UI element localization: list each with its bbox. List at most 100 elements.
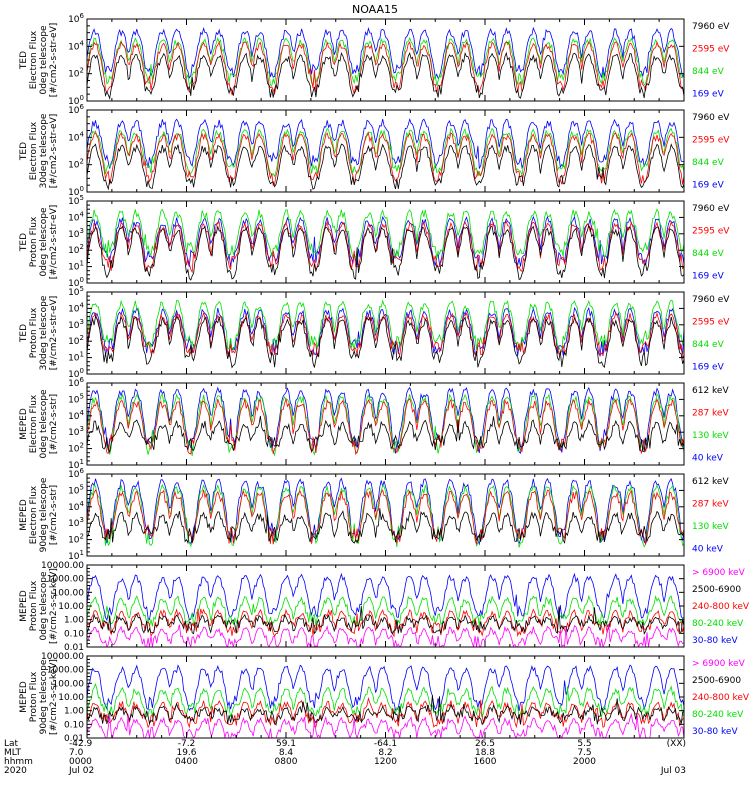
- y-tick-label: 1000.00: [47, 575, 84, 585]
- footer-row-label: 2020: [4, 766, 27, 776]
- footer-value: 0800: [275, 757, 298, 767]
- y-tick-label: 100.00: [53, 679, 85, 689]
- panel-3-traces: [87, 208, 684, 281]
- footer-row-label: MLT: [4, 748, 22, 758]
- legend-entry: 240-800 keV: [692, 602, 750, 612]
- panel-2-traces: [87, 117, 684, 191]
- series-trace-black: [87, 508, 684, 545]
- y-tick-label: 10000.00: [41, 652, 84, 662]
- legend-entry: 7960 eV: [692, 295, 730, 305]
- panel-frame: [86, 564, 685, 648]
- legend-entry: 169 eV: [692, 363, 725, 373]
- series-trace-blue: [87, 26, 684, 79]
- series-trace-magenta: [87, 712, 684, 738]
- y-tick-label: 104: [68, 130, 84, 143]
- series-trace-black: [87, 695, 684, 726]
- series-trace-red: [87, 220, 684, 274]
- y-tick-label: 102: [68, 67, 84, 80]
- series-trace-green: [87, 392, 684, 457]
- panel-4-traces: [87, 299, 684, 369]
- y-tick-label: 1.00: [64, 707, 84, 717]
- y-tick-label: 102: [68, 243, 84, 256]
- legend-entry: > 6900 keV: [692, 659, 746, 669]
- y-tick-label: 102: [68, 158, 84, 171]
- legend-entry: 169 eV: [692, 272, 725, 282]
- legend-entry: 2595 eV: [692, 136, 730, 146]
- series-trace-black: [87, 143, 684, 191]
- y-tick-label: 104: [68, 500, 84, 513]
- footer-value: 0000: [69, 757, 92, 767]
- legend-entry: 2500-6900: [692, 585, 741, 595]
- panel-frame: [86, 655, 685, 739]
- legend-entry: 2595 eV: [692, 318, 730, 328]
- y-tick-label: 100.00: [53, 588, 85, 598]
- y-tick-label: 104: [68, 39, 84, 52]
- legend-entry: 612 keV: [692, 477, 729, 487]
- footer-value: 7.5: [577, 748, 591, 758]
- series-trace-red: [87, 397, 684, 456]
- y-tick-label: 0.01: [64, 643, 84, 653]
- series-trace-black: [87, 224, 684, 281]
- y-tick-label: 0.01: [64, 734, 84, 744]
- y-tick-label: 106: [68, 103, 84, 116]
- y-axis-label: TEDElectron Flux30deg telescope[#/cm2-s-…: [19, 113, 59, 188]
- panels-group: 100 102 104 106 TEDElectron Flux0deg telesco…: [19, 12, 750, 744]
- legend-entry: 844 eV: [692, 249, 725, 259]
- series-trace-green: [87, 36, 684, 87]
- y-axis-label: MEPEDProton Flux90deg telescope[#/cm2-s-…: [19, 659, 59, 735]
- footer-value: Jul 02: [68, 766, 94, 776]
- legend-entry: 844 eV: [692, 158, 725, 168]
- legend-entry: 130 keV: [692, 431, 729, 441]
- legend-entry: 80-240 keV: [692, 710, 744, 720]
- footer-value: 19.6: [176, 748, 196, 758]
- y-tick-label: 105: [68, 483, 84, 496]
- y-tick-label: 106: [68, 467, 84, 480]
- series-trace-green: [87, 208, 684, 260]
- footer-value: 59.1: [276, 739, 296, 749]
- series-trace-red: [87, 40, 684, 96]
- panel-6: 101 102 103 104 105 106 MEPEDElectron Flux90de…: [19, 467, 729, 562]
- legend-entry: 2500-6900: [692, 676, 741, 686]
- legend-entry: 287 keV: [692, 500, 729, 510]
- y-tick-label: 105: [68, 194, 84, 207]
- y-axis-label: TEDProton Flux0deg telescope[#/cm2-s-str…: [19, 205, 59, 280]
- series-trace-blue: [87, 215, 684, 268]
- series-trace-blue: [87, 664, 684, 712]
- legend-entry: 30-80 keV: [692, 636, 738, 646]
- legend-entry: 2595 eV: [692, 227, 730, 237]
- y-tick-label: 101: [68, 351, 84, 364]
- footer-value: -7.2: [178, 739, 196, 749]
- series-trace-red: [87, 131, 684, 187]
- panel-3: 100 101 102 103 104 105 TEDProton Flux0deg tel…: [19, 194, 730, 289]
- y-tick-label: 102: [68, 334, 84, 347]
- footer-value: 26.5: [475, 739, 495, 749]
- y-tick-label: 106: [68, 12, 84, 25]
- y-tick-label: 10.00: [58, 602, 84, 612]
- series-trace-blue: [87, 117, 684, 170]
- y-tick-label: 1.00: [64, 616, 84, 626]
- series-trace-red: [87, 608, 684, 638]
- y-tick-label: 0.10: [64, 629, 84, 639]
- panel-8: 0.01 0.10 1.00 10.00 100.00 1000.00 10000.00ME…: [19, 652, 750, 744]
- y-tick-label: 1000.00: [47, 666, 84, 676]
- legend-entry: 7960 eV: [692, 113, 730, 123]
- footer-value: 8.4: [279, 748, 294, 758]
- y-tick-label: 105: [68, 392, 84, 405]
- legend-entry: 169 eV: [692, 90, 725, 100]
- series-trace-green: [87, 594, 684, 628]
- series-trace-black: [87, 315, 684, 369]
- footer-value: 0400: [175, 757, 198, 767]
- series-trace-red: [87, 696, 684, 729]
- y-axis-label: MEPEDElectron Flux0deg telescope[#/cm2-s…: [19, 389, 59, 459]
- y-tick-label: 103: [68, 516, 84, 529]
- footer-value: 8.2: [378, 748, 392, 758]
- panel-6-traces: [87, 477, 684, 548]
- series-trace-blue: [87, 477, 684, 546]
- y-tick-label: 0.10: [64, 720, 84, 730]
- panel-frame: [86, 291, 685, 375]
- footer-value: -42.9: [69, 739, 93, 749]
- panel-1: 100 102 104 106 TEDElectron Flux0deg telesco…: [19, 12, 730, 107]
- y-tick-label: 100: [68, 94, 84, 107]
- y-tick-label: 101: [68, 549, 84, 562]
- legend-entry: 287 keV: [692, 409, 729, 419]
